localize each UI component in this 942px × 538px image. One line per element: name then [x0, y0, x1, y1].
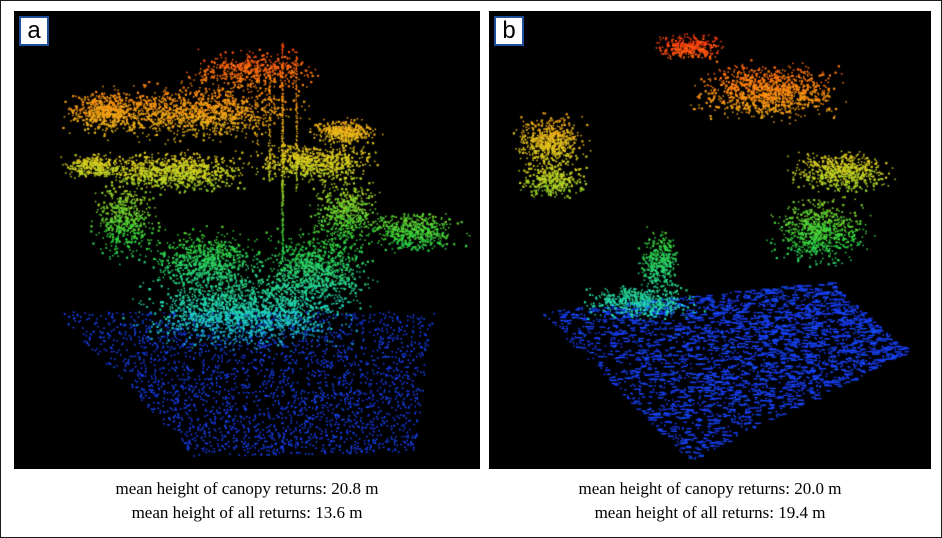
- point-cloud-image-a: [14, 11, 480, 469]
- panel-label-a: a: [19, 16, 49, 46]
- panel-label-b: b: [494, 16, 524, 46]
- point-cloud-panel-a: a: [14, 11, 480, 469]
- caption-a-all-returns-height: mean height of all returns: 13.6 m: [131, 503, 363, 522]
- caption-b: mean height of canopy returns: 20.0 m me…: [489, 477, 931, 525]
- caption-a-canopy-height: mean height of canopy returns: 20.8 m: [115, 479, 379, 498]
- caption-b-canopy-height: mean height of canopy returns: 20.0 m: [578, 479, 842, 498]
- point-cloud-image-b: [489, 11, 931, 469]
- caption-a: mean height of canopy returns: 20.8 m me…: [14, 477, 480, 525]
- caption-b-all-returns-height: mean height of all returns: 19.4 m: [594, 503, 826, 522]
- point-cloud-panel-b: b: [489, 11, 931, 469]
